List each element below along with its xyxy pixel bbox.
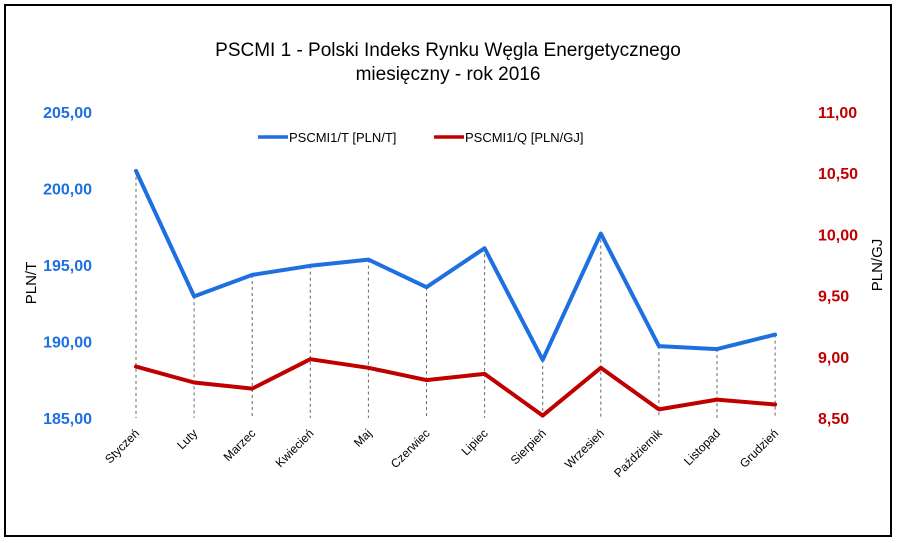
data-point xyxy=(773,403,777,407)
data-point xyxy=(308,357,312,361)
data-point xyxy=(192,381,196,385)
legend: PSCMI1/T [PLN/T] PSCMI1/Q [PLN/GJ] xyxy=(258,130,583,145)
x-category-label: Styczeń xyxy=(102,426,142,466)
data-point xyxy=(366,366,370,370)
x-category-label: Czerwiec xyxy=(388,426,433,471)
x-category-label: Marzec xyxy=(221,426,259,464)
data-point xyxy=(657,344,661,348)
data-point xyxy=(599,232,603,236)
x-category-label: Kwiecień xyxy=(273,426,317,470)
series-group xyxy=(134,168,778,418)
x-category-label: Grudzień xyxy=(737,426,781,470)
data-point xyxy=(425,285,428,289)
data-point xyxy=(657,407,661,411)
data-point xyxy=(250,273,254,277)
right-tick-label: 9,00 xyxy=(818,350,849,367)
data-point xyxy=(134,365,138,369)
data-point xyxy=(250,387,254,391)
x-category-label: Sierpień xyxy=(508,426,549,467)
x-category-label: Luty xyxy=(174,426,200,452)
x-category-label: Lipiec xyxy=(459,426,491,458)
data-point xyxy=(599,366,603,370)
drop-lines xyxy=(135,170,776,418)
data-point xyxy=(366,258,370,262)
right-tick-label: 10,00 xyxy=(818,227,858,244)
data-point xyxy=(483,246,487,250)
right-tick-label: 9,50 xyxy=(818,289,849,306)
x-category-label: Maj xyxy=(351,426,375,450)
data-point xyxy=(541,414,545,418)
right-axis-ticks: 8,50 9,00 9,50 10,00 10,50 11,00 xyxy=(818,105,858,428)
right-tick-label: 10,50 xyxy=(818,166,858,183)
left-tick-label: 185,00 xyxy=(43,411,92,428)
data-point xyxy=(715,347,719,351)
series-line-2 xyxy=(134,357,778,418)
x-category-label: Wrzesień xyxy=(562,426,607,471)
left-tick-label: 190,00 xyxy=(43,335,92,352)
right-tick-label: 8,50 xyxy=(818,411,849,428)
left-axis-ticks: 185,00 190,00 195,00 200,00 205,00 xyxy=(43,105,92,428)
chart-subtitle: miesięczny - rok 2016 xyxy=(356,64,541,85)
left-tick-label: 195,00 xyxy=(43,258,92,275)
legend-label-series-1: PSCMI1/T [PLN/T] xyxy=(289,130,396,145)
data-point xyxy=(541,358,545,362)
chart-frame xyxy=(4,4,892,537)
data-point xyxy=(715,398,719,402)
left-axis-title: PLN/T xyxy=(23,262,40,305)
data-point xyxy=(308,264,312,268)
series-line-1 xyxy=(134,168,778,362)
chart-title: PSCMI 1 - Polski Indeks Rynku Węgla Ener… xyxy=(215,40,681,61)
data-point xyxy=(483,372,487,376)
data-point xyxy=(134,169,138,173)
right-axis-title: PLN/GJ xyxy=(869,239,886,292)
x-category-label: Październik xyxy=(611,426,665,480)
data-point xyxy=(773,333,777,337)
right-tick-label: 11,00 xyxy=(818,105,857,122)
left-tick-label: 205,00 xyxy=(43,105,92,122)
left-tick-label: 200,00 xyxy=(43,182,92,199)
x-axis-categories: Styczeń Luty Marzec Kwiecień Maj Czerwiec Lipi… xyxy=(102,426,781,480)
x-category-label: Listopad xyxy=(681,426,723,468)
data-point xyxy=(425,378,428,382)
data-point xyxy=(192,294,196,298)
legend-label-series-2: PSCMI1/Q [PLN/GJ] xyxy=(465,130,583,145)
